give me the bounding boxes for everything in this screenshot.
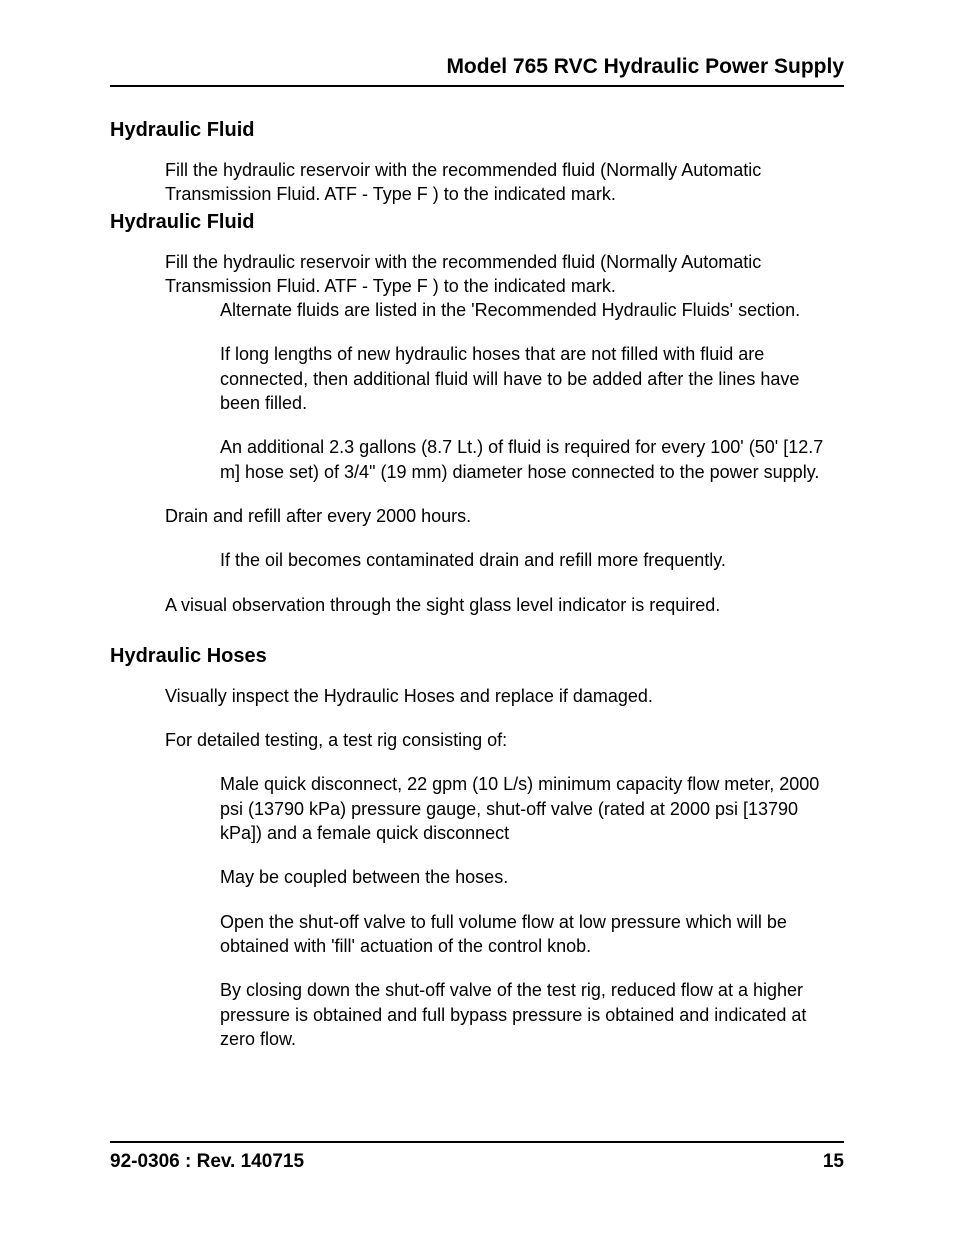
body-paragraph: Drain and refill after every 2000 hours.: [165, 504, 844, 528]
indented-paragraph: Open the shut-off valve to full volume f…: [220, 910, 844, 959]
indented-paragraph: An additional 2.3 gallons (8.7 Lt.) of f…: [220, 435, 844, 484]
indented-paragraph: By closing down the shut-off valve of th…: [220, 978, 844, 1051]
indented-paragraph: Male quick disconnect, 22 gpm (10 L/s) m…: [220, 772, 844, 845]
page-footer: 92-0306 : Rev. 140715 15: [110, 1141, 844, 1173]
body-paragraph: Visually inspect the Hydraulic Hoses and…: [165, 684, 844, 708]
footer-doc-id: 92-0306 : Rev. 140715: [110, 1151, 304, 1173]
indented-paragraph: If the oil becomes contaminated drain an…: [220, 548, 844, 572]
indented-paragraph: Alternate fluids are listed in the 'Reco…: [220, 298, 844, 322]
body-paragraph: For detailed testing, a test rig consist…: [165, 728, 844, 752]
section-heading-fluid-1: Hydraulic Fluid: [110, 119, 844, 142]
section-heading-fluid-2: Hydraulic Fluid: [110, 211, 844, 234]
body-paragraph: A visual observation through the sight g…: [165, 593, 844, 617]
page-header-title: Model 765 RVC Hydraulic Power Supply: [110, 55, 844, 87]
body-paragraph: Fill the hydraulic reservoir with the re…: [165, 158, 844, 207]
indented-paragraph: May be coupled between the hoses.: [220, 865, 844, 889]
footer-page-number: 15: [823, 1151, 844, 1173]
body-paragraph: Fill the hydraulic reservoir with the re…: [165, 250, 844, 299]
indented-paragraph: If long lengths of new hydraulic hoses t…: [220, 342, 844, 415]
section-heading-hoses: Hydraulic Hoses: [110, 645, 844, 668]
